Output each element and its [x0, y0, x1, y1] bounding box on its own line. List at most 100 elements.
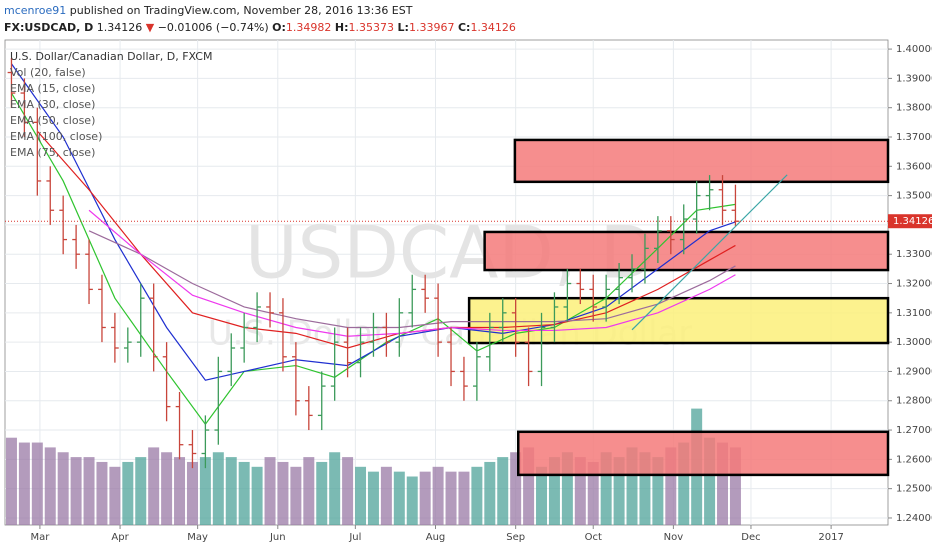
zone [517, 430, 890, 477]
volume-bar [497, 457, 509, 525]
volume-bar [406, 476, 418, 525]
volume-bar [238, 461, 250, 525]
ema-line [88, 230, 736, 329]
author[interactable]: mcenroe91 [4, 4, 67, 17]
x-tick-label: Nov [664, 532, 684, 543]
volume-bar [587, 461, 599, 525]
y-tick-label: 1.27000 [896, 425, 932, 436]
x-tick-label: Jun [269, 532, 286, 543]
volume-bar [510, 452, 522, 525]
volume-bar [626, 447, 638, 525]
y-tick-label: 1.35000 [896, 191, 932, 202]
volume-bar [678, 442, 690, 525]
volume-bar [148, 447, 160, 525]
x-tick-label: Jul [348, 532, 361, 543]
last-price-label: 1.34126 [893, 216, 932, 227]
volume-bar [44, 447, 56, 525]
volume-bar [251, 466, 263, 525]
ohlc-value: 1.34982 [285, 21, 332, 34]
zone [513, 138, 890, 184]
volume-bar [574, 457, 586, 525]
volume-bar [665, 447, 677, 525]
volume-bar [264, 457, 276, 525]
arrow: ▼ [145, 21, 155, 34]
volume-bar [122, 461, 134, 525]
ohlc-value: 1.33967 [408, 21, 455, 34]
y-tick-label: 1.38000 [896, 103, 932, 114]
trendline [631, 174, 788, 331]
volume-bar [161, 452, 173, 525]
legend-entry: EMA (15, close) [10, 82, 95, 95]
volume-bar [109, 466, 121, 525]
y-tick-label: 1.39000 [896, 73, 932, 84]
volume-bar [18, 442, 30, 525]
volume-bar [548, 457, 560, 525]
volume-bar [561, 452, 573, 525]
volume-bar [225, 457, 237, 525]
change: −0.01006 (−0.74%) [157, 21, 269, 34]
y-tick-label: 1.30000 [896, 337, 932, 348]
ohlc-label: H: [334, 21, 349, 34]
x-tick-label: Sep [506, 532, 525, 543]
volume-bar [445, 471, 457, 525]
volume-bar [96, 461, 108, 525]
volume-bar [704, 437, 716, 525]
volume-bar [212, 452, 224, 525]
y-tick-label: 1.28000 [896, 396, 932, 407]
volume-bar [199, 457, 211, 525]
legend-entry: EMA (100, close) [10, 130, 102, 143]
volume-bar [83, 457, 95, 525]
x-tick-label: Aug [426, 532, 446, 543]
volume-bar [652, 457, 664, 525]
volume-bar [355, 466, 367, 525]
y-tick-label: 1.31000 [896, 308, 932, 319]
quote-line: FX:USDCAD, D 1.34126 ▼ −0.01006 (−0.74%)… [4, 19, 516, 36]
volume-bar [484, 461, 496, 525]
legend-volume: Vol (20, false) [10, 66, 86, 79]
volume-bar [57, 452, 69, 525]
volume-bar [186, 461, 198, 525]
volume-bar [458, 471, 470, 525]
volume-bar [393, 471, 405, 525]
volume-bar [5, 437, 17, 525]
legend-entry: EMA (30, close) [10, 98, 95, 111]
y-tick-label: 1.25000 [896, 484, 932, 495]
x-tick-label: Mar [30, 532, 50, 543]
volume-bar [600, 452, 612, 525]
ohlc-label: C: [457, 21, 471, 34]
ohlc-label: L: [397, 21, 409, 34]
y-tick-label: 1.36000 [896, 161, 932, 172]
volume-bar [31, 442, 43, 525]
volume-bar [329, 452, 341, 525]
zone [467, 296, 890, 345]
volume-bar [717, 442, 729, 525]
volume-bar [290, 466, 302, 525]
volume-bar [523, 447, 535, 525]
ohlc: O:1.34982 H:1.35373 L:1.33967 C:1.34126 [272, 21, 516, 34]
x-tick-label: 2017 [818, 532, 843, 543]
y-tick-label: 1.33000 [896, 249, 932, 260]
y-tick-label: 1.24000 [896, 513, 932, 524]
volume-bar [277, 461, 289, 525]
volume-bar [536, 466, 548, 525]
y-tick-label: 1.40000 [896, 44, 932, 55]
volume-bar [367, 471, 379, 525]
volume-bar [342, 457, 354, 525]
volume-bar [70, 457, 82, 525]
volume-bar [174, 457, 186, 525]
volume-bar [419, 471, 431, 525]
ohlc-label: O: [272, 21, 286, 34]
symbol: FX:USDCAD, D [4, 21, 94, 34]
volume-bar [729, 447, 741, 525]
zone [483, 230, 890, 272]
last: 1.34126 [96, 21, 143, 34]
last-price-box [888, 214, 932, 229]
volume-bar [613, 457, 625, 525]
volume-bar [432, 466, 444, 525]
volume-bar [303, 457, 315, 525]
ohlc-value: 1.35373 [348, 21, 395, 34]
y-tick-label: 1.29000 [896, 366, 932, 377]
volume-bar [639, 452, 651, 525]
